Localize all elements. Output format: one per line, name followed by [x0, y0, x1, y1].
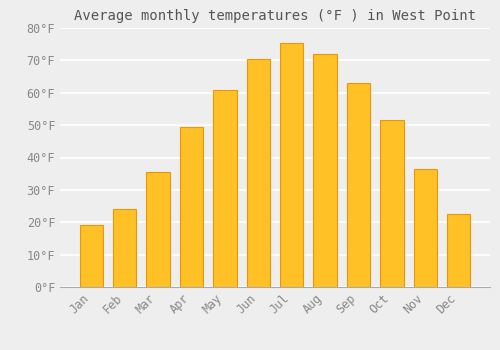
- Bar: [314, 54, 337, 287]
- Bar: [80, 225, 103, 287]
- Bar: [246, 59, 270, 287]
- Bar: [347, 83, 370, 287]
- Bar: [180, 127, 203, 287]
- Bar: [213, 90, 236, 287]
- Bar: [146, 172, 170, 287]
- Bar: [414, 169, 437, 287]
- Bar: [280, 43, 303, 287]
- Bar: [380, 120, 404, 287]
- Bar: [113, 209, 136, 287]
- Title: Average monthly temperatures (°F ) in West Point: Average monthly temperatures (°F ) in We…: [74, 9, 476, 23]
- Bar: [447, 214, 470, 287]
